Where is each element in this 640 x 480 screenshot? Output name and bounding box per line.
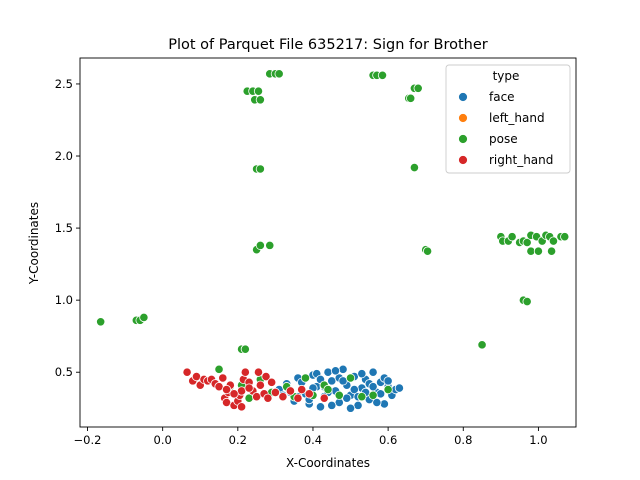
pose-point	[477, 340, 487, 350]
face-point	[383, 376, 393, 386]
face-point	[368, 367, 378, 377]
face-point	[394, 383, 404, 393]
right-hand-point	[278, 392, 288, 402]
pose-point	[255, 95, 265, 105]
pose-point	[255, 240, 265, 250]
legend-title: type	[493, 69, 520, 83]
face-point	[323, 367, 333, 377]
marks-layer	[96, 69, 570, 413]
x-axis: −0.2 0.0 0.2 0.4 0.6 0.8 1.0	[74, 427, 548, 447]
face-point	[349, 384, 359, 395]
right-hand-point	[221, 384, 232, 395]
face-point	[327, 400, 337, 410]
right-hand-point	[236, 402, 247, 412]
right-hand-point	[270, 387, 280, 398]
right-hand-point	[304, 389, 314, 399]
pose-point	[274, 69, 284, 79]
pose-point	[357, 392, 367, 402]
legend-label-left-hand: left_hand	[489, 111, 545, 125]
pose-point	[546, 246, 557, 256]
pose-point	[522, 237, 532, 248]
y-axis: 0.5 1.0 1.5 2.0 2.5	[55, 77, 80, 379]
x-tick-label: −0.2	[74, 433, 102, 447]
pose-point	[368, 390, 378, 400]
face-point	[372, 397, 382, 408]
pose-point	[560, 232, 570, 242]
chart-title: Plot of Parquet File 635217: Sign for Br…	[168, 37, 488, 53]
face-point	[368, 382, 378, 392]
y-axis-label: Y-Coordinates	[27, 202, 41, 285]
pose-point	[377, 70, 388, 80]
y-tick-label: 0.5	[55, 365, 73, 379]
y-tick-label: 1.0	[55, 293, 73, 307]
x-axis-label: X-Coordinates	[286, 456, 370, 470]
pose-point	[406, 93, 416, 103]
right-hand-point	[263, 393, 273, 403]
right-hand-point	[255, 380, 265, 390]
right-hand-point	[293, 393, 303, 403]
plot-frame	[79, 57, 577, 428]
pose-point	[345, 373, 356, 383]
pose-point	[409, 162, 420, 173]
pose-point	[253, 86, 264, 96]
face-point	[376, 389, 386, 399]
x-tick-label: 0.2	[229, 433, 247, 447]
pose-point	[300, 373, 311, 383]
right-hand-point	[218, 373, 228, 383]
pose-point	[139, 312, 149, 323]
pose-point	[522, 296, 532, 307]
legend-marker-face	[458, 92, 468, 102]
pose-point	[383, 384, 393, 395]
right-hand-point	[261, 371, 271, 382]
x-tick-label: 0.8	[454, 433, 472, 447]
pose-point	[214, 364, 224, 374]
right-hand-point	[253, 367, 264, 377]
y-tick-label: 2.0	[55, 149, 73, 163]
right-hand-point	[182, 367, 192, 377]
pose-point	[240, 344, 250, 354]
y-tick-label: 2.5	[55, 77, 73, 91]
pose-point	[533, 246, 544, 256]
right-hand-point	[297, 384, 307, 395]
face-point	[345, 403, 356, 413]
legend-marker-right-hand	[458, 155, 468, 165]
pose-point	[507, 232, 517, 242]
x-tick-label: 0.0	[154, 433, 172, 447]
x-tick-label: 1.0	[529, 433, 547, 447]
legend-label-face: face	[489, 90, 515, 104]
y-tick-label: 1.5	[55, 221, 73, 235]
pose-point	[422, 246, 433, 256]
face-point	[315, 402, 326, 412]
pose-point	[96, 317, 106, 327]
right-hand-point	[267, 377, 277, 387]
face-point	[338, 364, 348, 374]
right-hand-point	[285, 386, 296, 396]
right-hand-point	[240, 367, 250, 377]
series-right-hand	[182, 367, 329, 412]
pose-point	[413, 83, 423, 93]
legend-box	[445, 64, 571, 174]
face-point	[379, 399, 389, 409]
right-hand-point	[319, 393, 329, 403]
legend-marker-left-hand	[458, 113, 468, 123]
right-hand-point	[244, 383, 254, 393]
pose-point	[255, 164, 265, 174]
face-point	[357, 369, 367, 379]
legend-label-pose: pose	[489, 132, 518, 146]
pose-point	[548, 236, 559, 246]
legend-marker-pose	[458, 134, 468, 144]
face-point	[330, 366, 341, 376]
pose-point	[323, 384, 333, 395]
x-tick-label: 0.6	[379, 433, 397, 447]
right-hand-point	[229, 389, 239, 399]
legend-label-right-hand: right_hand	[489, 153, 553, 167]
pose-point	[334, 390, 344, 400]
x-tick-label: 0.4	[304, 433, 322, 447]
pose-point	[265, 240, 275, 250]
